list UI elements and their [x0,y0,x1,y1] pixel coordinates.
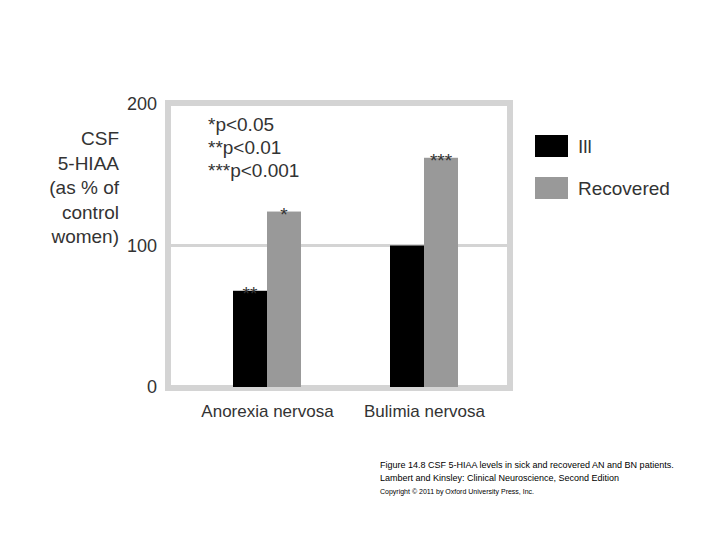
x-axis: Anorexia nervosa Bulimia nervosa [201,391,485,421]
x-axis-line [268,391,425,392]
y-axis-title-line: women) [50,226,119,247]
bars [233,158,458,387]
y-tick-label: 0 [147,377,157,397]
y-tick: 0 [147,377,165,397]
caption-line: Lambert and Kinsley: Clinical Neuroscien… [380,473,619,483]
x-tick: Anorexia nervosa [201,391,334,421]
y-axis-title-line: 5-HIAA [58,153,120,174]
grid-line [168,244,510,247]
y-tick: 200 [127,94,165,114]
y-tick-label: 200 [127,94,157,114]
y-axis-title-line: (as % of [49,177,119,198]
legend-item: Ill [535,135,592,157]
y-tick: 100 [127,236,165,256]
x-tick-label: Bulimia nervosa [364,402,485,421]
bar [390,246,424,388]
significance-marker: * [280,204,288,225]
legend-label: Recovered [578,178,670,199]
y-axis-line [165,105,166,388]
significance-key-line: ***p<0.001 [208,160,299,181]
bar [267,212,301,387]
legend-swatch [535,177,568,199]
significance-marker: *** [430,150,453,171]
legend-item: Recovered [535,177,670,199]
plot-frame [168,103,510,388]
x-tick: Bulimia nervosa [364,391,485,421]
y-axis-title-line: CSF [81,128,119,149]
annotations: ****** [243,150,453,304]
chart: 0 100 200 Anorexia nervosa Bulimia nervosa CS… [0,0,720,540]
legend: Ill Recovered [535,135,670,199]
bar [233,291,267,387]
grid-line [168,386,510,389]
x-tick-label: Anorexia nervosa [201,402,334,421]
caption-line: Figure 14.8 CSF 5-HIAA levels in sick an… [380,460,674,470]
legend-swatch [535,135,568,157]
grid-line [168,103,510,106]
significance-key-line: *p<0.05 [208,114,274,135]
y-tick-label: 100 [127,236,157,256]
caption-line: Copyright © 2011 by Oxford University Pr… [380,488,534,496]
caption: Figure 14.8 CSF 5-HIAA levels in sick an… [380,460,674,496]
significance-key-line: **p<0.01 [208,137,281,158]
significance-key: *p<0.05**p<0.01***p<0.001 [208,114,299,181]
grid [168,104,510,387]
y-axis-title: CSF 5-HIAA (as % of control women) [49,128,119,247]
significance-marker: ** [243,283,258,304]
legend-label: Ill [578,136,592,157]
y-axis: 0 100 200 [127,94,166,397]
bar [424,158,458,387]
y-axis-title-line: control [62,202,119,223]
